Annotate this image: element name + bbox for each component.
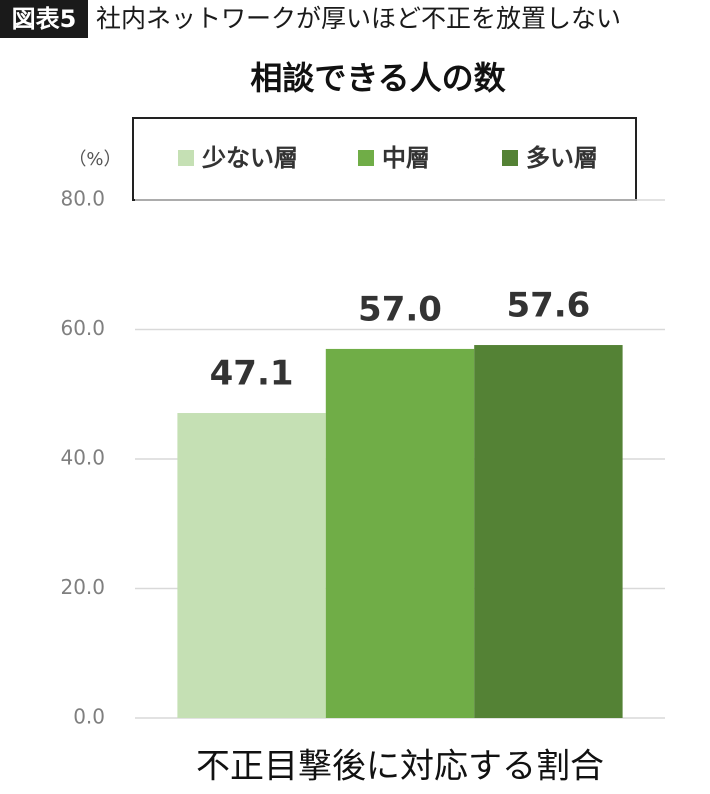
y-tick-label: 20.0: [60, 575, 105, 599]
legend-label: 少ない層: [201, 144, 298, 172]
value-label: 47.1: [210, 354, 294, 394]
legend-swatch: [358, 150, 374, 166]
legend-label: 中層: [382, 144, 430, 172]
chart-subtitle: 相談できる人の数: [250, 59, 506, 97]
y-tick-label: 40.0: [60, 446, 105, 470]
bar: [325, 348, 475, 718]
y-tick-label: 0.0: [73, 705, 105, 729]
y-tick-label: 80.0: [60, 187, 105, 211]
legend-box: [132, 117, 637, 201]
bar: [474, 345, 623, 718]
legend-label: 多い層: [526, 144, 598, 172]
legend-swatch: [178, 150, 194, 166]
value-label: 57.6: [506, 286, 590, 326]
figure-label: 図表5: [12, 5, 77, 33]
bar: [177, 413, 326, 718]
y-tick-label: 60.0: [60, 316, 105, 340]
y-unit: （%）: [68, 149, 121, 170]
value-label: 57.0: [358, 289, 442, 329]
legend-swatch: [502, 150, 518, 166]
figure-badge: [0, 0, 88, 38]
x-tick-label: 不正目撃後に対応する割合: [196, 747, 604, 787]
chart-title: 社内ネットワークが厚いほど不正を放置しない: [96, 4, 621, 33]
